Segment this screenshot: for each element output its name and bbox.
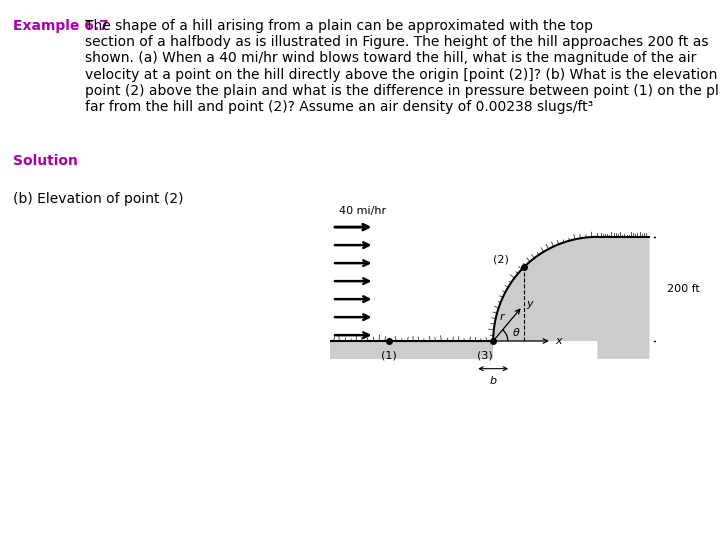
Text: x: x bbox=[555, 336, 562, 346]
Text: 200 ft: 200 ft bbox=[667, 284, 700, 294]
Text: θ: θ bbox=[513, 328, 519, 338]
Text: 40 mi/hr: 40 mi/hr bbox=[338, 206, 386, 215]
Polygon shape bbox=[493, 237, 649, 359]
Text: Solution: Solution bbox=[13, 154, 78, 168]
Text: (2): (2) bbox=[493, 255, 509, 265]
Text: (b) Elevation of point (2): (b) Elevation of point (2) bbox=[13, 192, 184, 206]
Text: r: r bbox=[500, 312, 504, 322]
Polygon shape bbox=[330, 341, 493, 359]
Text: (1): (1) bbox=[381, 350, 397, 360]
Text: (3): (3) bbox=[477, 350, 493, 360]
Text: b: b bbox=[490, 376, 497, 386]
Text: y: y bbox=[526, 299, 533, 309]
Text: The shape of a hill arising from a plain can be approximated with the top
sectio: The shape of a hill arising from a plain… bbox=[85, 19, 720, 114]
Text: Example 6.7: Example 6.7 bbox=[13, 19, 109, 33]
